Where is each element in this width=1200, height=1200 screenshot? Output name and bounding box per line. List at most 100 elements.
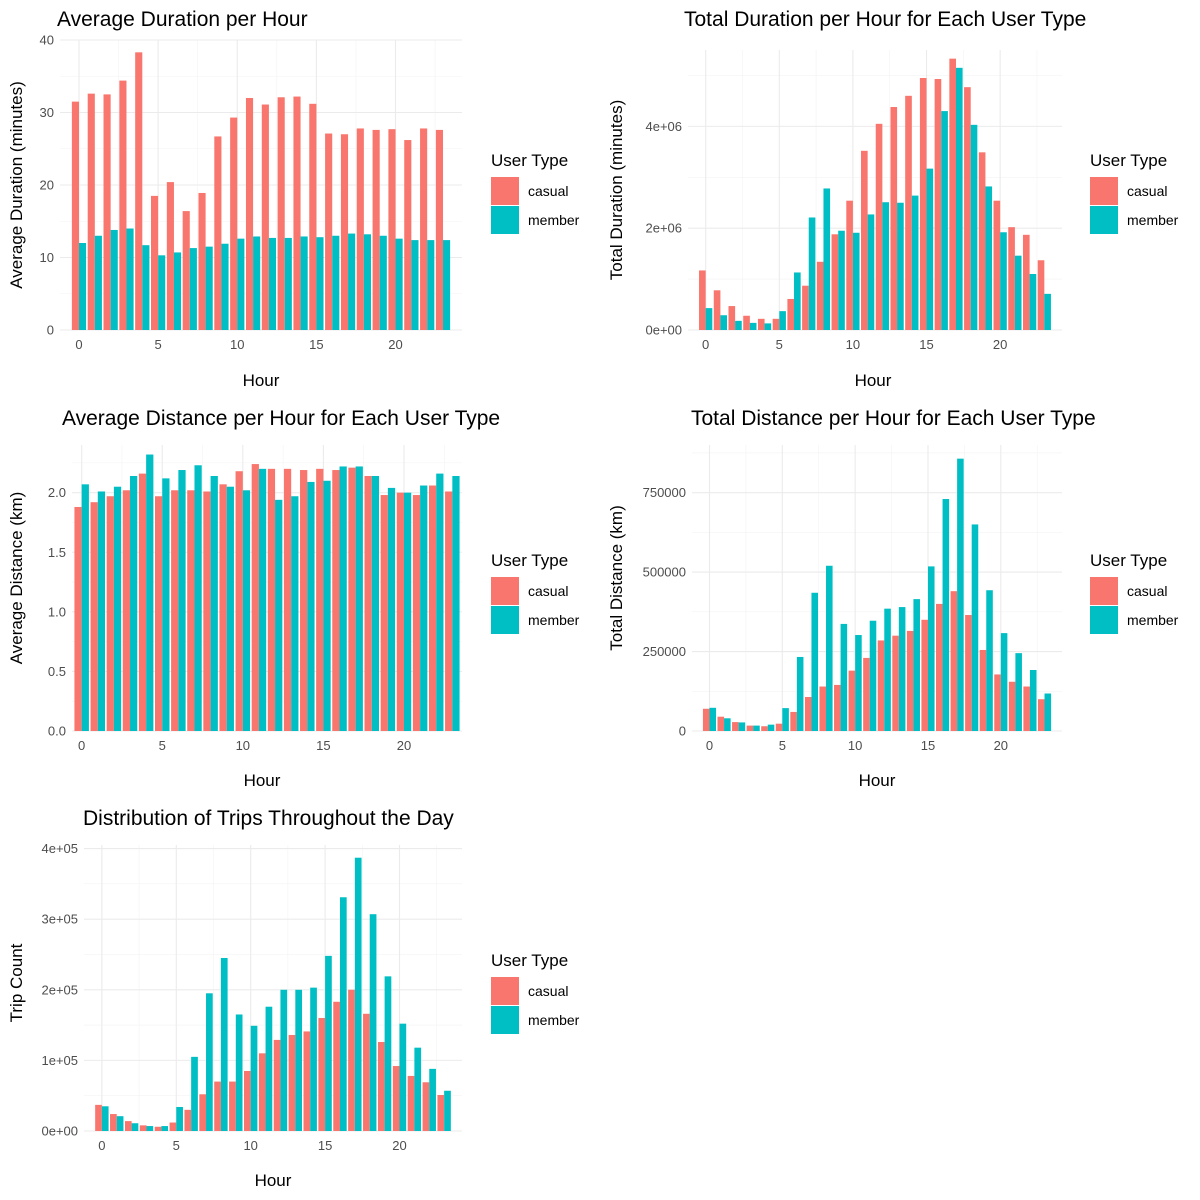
y-tick-label: 750000: [643, 485, 686, 500]
bar-casual-hour-11: [863, 657, 870, 731]
bar-casual-hour-12: [267, 468, 276, 731]
bar-casual-hour-0: [71, 101, 79, 331]
bar-member-hour-11: [258, 468, 267, 731]
legend-title: User Type: [491, 151, 568, 170]
legend: User Type casual member: [491, 151, 580, 234]
legend-label-member: member: [1127, 212, 1179, 228]
bar-member-hour-18: [371, 475, 379, 731]
bar-member-hour-3: [130, 475, 138, 731]
x-tick-label: 5: [159, 738, 166, 753]
bar-casual-hour-23: [1037, 699, 1045, 731]
x-axis-title: Hour: [855, 371, 892, 390]
bar-casual-hour-13: [288, 1034, 296, 1131]
x-tick-label: 20: [994, 738, 1008, 753]
bar-member-hour-23: [452, 475, 460, 731]
bar-member-hour-13: [291, 496, 299, 731]
bar-casual-hour-4: [757, 318, 765, 330]
bar-casual-hour-2: [124, 1121, 132, 1131]
bar-casual-hour-22: [420, 128, 428, 330]
bar-member-hour-2: [110, 229, 118, 330]
bar-casual-hour-19: [377, 1042, 385, 1131]
y-tick-label: 3e+05: [41, 912, 78, 927]
legend-swatch-member: [491, 1006, 519, 1034]
x-tick-label: 0: [78, 738, 85, 753]
chart-avg-duration: 0 10 20 30 40 0 5 10 15 20 Average Duration per Ho…: [7, 8, 580, 390]
bar-casual-hour-16: [332, 470, 340, 731]
bar-member-hour-6: [178, 470, 186, 731]
y-tick-label: 30: [40, 105, 54, 120]
bar-member-hour-21: [1014, 255, 1022, 330]
bar-member-hour-10: [242, 490, 251, 731]
bar-casual-hour-5: [775, 723, 783, 731]
bar-casual-hour-14: [905, 95, 912, 330]
bar-member-hour-22: [429, 1068, 436, 1131]
bar-member-hour-10: [855, 635, 862, 731]
bar-casual-hour-8: [203, 491, 211, 731]
bar-casual-hour-2: [106, 496, 114, 731]
bar-member-hour-3: [753, 725, 760, 731]
y-axis-title: Average Distance (km): [7, 492, 26, 665]
y-tick-label: 1.0: [48, 604, 66, 619]
y-tick-label: 0.5: [48, 664, 66, 679]
bar-member-hour-16: [942, 499, 950, 731]
bar-member-hour-0: [81, 484, 89, 731]
bar-member-hour-21: [420, 485, 428, 731]
bars: [699, 58, 1051, 331]
bar-member-hour-4: [764, 323, 772, 330]
bar-member-hour-22: [427, 240, 435, 330]
bar-casual-hour-10: [846, 200, 853, 330]
bar-member-hour-17: [957, 458, 964, 731]
bar-member-hour-9: [838, 230, 845, 330]
x-tick-label: 0: [75, 337, 82, 352]
bar-casual-hour-18: [363, 1013, 370, 1131]
bar-member-hour-16: [339, 466, 347, 731]
bar-casual-hour-13: [892, 635, 899, 731]
bar-casual-hour-16: [325, 133, 333, 330]
legend-swatch-member: [1090, 606, 1118, 634]
legend-swatch-casual: [491, 577, 519, 605]
bar-casual-hour-15: [309, 103, 317, 330]
bar-member-hour-4: [161, 1126, 169, 1131]
bar-casual-hour-10: [243, 1070, 251, 1131]
bar-member-hour-15: [927, 566, 935, 731]
bars: [71, 52, 451, 331]
bar-casual-hour-21: [1008, 227, 1015, 330]
bar-member-hour-6: [173, 252, 182, 330]
bar-casual-hour-10: [230, 117, 238, 330]
bar-member-hour-8: [220, 957, 228, 1131]
bar-casual-hour-11: [251, 464, 259, 731]
legend-label-casual: casual: [528, 983, 568, 999]
bar-casual-hour-18: [364, 475, 372, 731]
chart-avg-distance: 0.0 0.5 1.0 1.5 2.0 0 5 10 15 20 Average Distance …: [7, 407, 580, 790]
bar-casual-hour-6: [790, 711, 797, 731]
bar-member-hour-1: [720, 315, 728, 330]
bar-casual-hour-7: [804, 697, 812, 731]
bar-casual-hour-4: [761, 726, 768, 731]
bar-member-hour-12: [882, 202, 889, 330]
bar-member-hour-8: [205, 246, 213, 331]
bar-member-hour-18: [369, 914, 377, 1131]
chart-title: Average Duration per Hour: [57, 8, 308, 31]
bar-member-hour-12: [275, 499, 283, 731]
bar-member-hour-2: [113, 486, 122, 731]
bar-casual-hour-15: [318, 1018, 326, 1131]
bars: [74, 454, 460, 731]
bar-member-hour-17: [354, 857, 362, 1131]
bar-casual-hour-17: [949, 58, 956, 331]
bar-casual-hour-23: [1037, 260, 1045, 330]
bar-casual-hour-0: [702, 708, 710, 731]
x-tick-label: 15: [309, 337, 323, 352]
bar-casual-hour-14: [293, 96, 301, 330]
bar-member-hour-14: [310, 987, 317, 1131]
legend: User Type casual member: [491, 951, 580, 1034]
bar-member-hour-5: [162, 478, 170, 731]
y-tick-label: 2e+05: [41, 982, 78, 997]
bar-casual-hour-14: [300, 470, 308, 731]
y-tick-label: 10: [40, 250, 54, 265]
bar-casual-hour-16: [934, 79, 942, 331]
x-tick-label: 10: [230, 337, 244, 352]
bar-casual-hour-10: [848, 670, 856, 731]
x-tick-label: 0: [706, 738, 713, 753]
y-tick-label: 250000: [643, 644, 686, 659]
bar-casual-hour-12: [273, 1039, 281, 1131]
